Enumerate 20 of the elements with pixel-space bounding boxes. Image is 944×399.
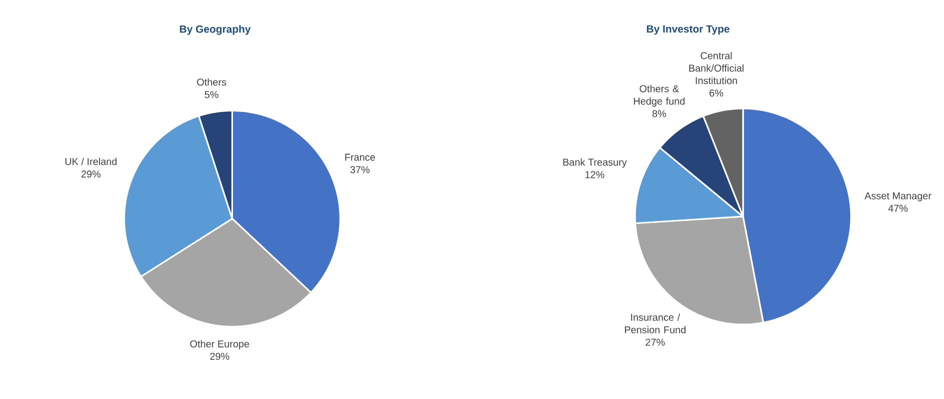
slice-label: Others (197, 78, 226, 86)
data-label: 8% (652, 110, 666, 118)
slice-label: Central Bank/Official Institution (689, 52, 744, 84)
data-label: 5% (204, 91, 218, 98)
slice-label: Insurance / Pension Fund (624, 314, 686, 334)
data-label: 29% (81, 170, 101, 178)
data-label: 37% (350, 166, 370, 174)
data-label: 6% (710, 90, 724, 97)
slice-label: Other Europe (190, 340, 250, 350)
data-label: 29% (210, 352, 230, 360)
slice-label: Bank Treasury (563, 158, 627, 168)
chart-title: By Investor Type (646, 25, 730, 35)
data-label: 12% (585, 171, 604, 178)
data-label: 47% (888, 204, 908, 212)
slice-label: Others & Hedge fund (634, 84, 685, 107)
slice-label: UK / Ireland (65, 158, 117, 166)
slice-label: Asset Manager (864, 192, 932, 202)
data-label: 27% (646, 338, 665, 346)
slice-label: France (345, 154, 375, 161)
chart-title: By Geography (180, 25, 251, 35)
